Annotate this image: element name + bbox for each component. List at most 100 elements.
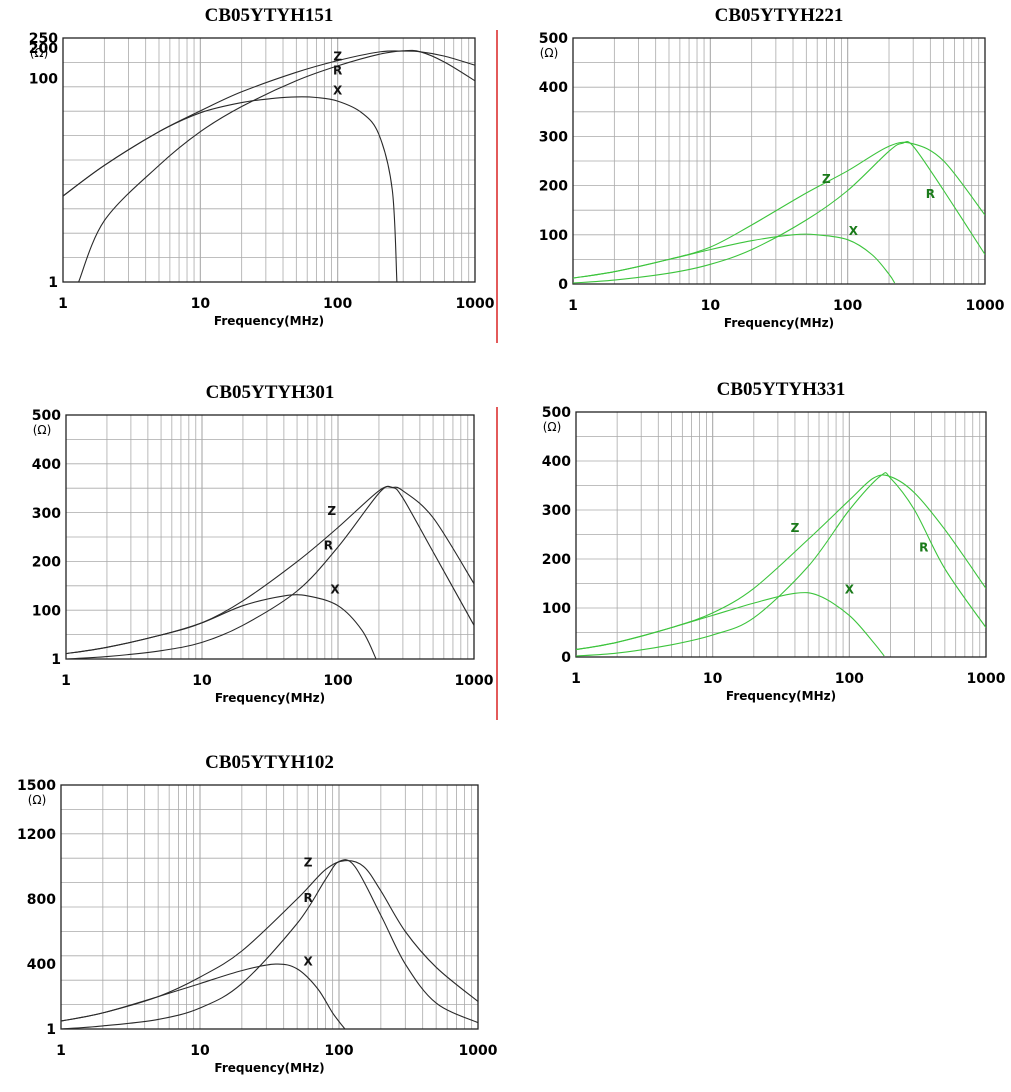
series-line-x xyxy=(63,96,398,282)
x-tick-label: 1000 xyxy=(967,671,1006,687)
x-tick-label: 10 xyxy=(191,296,211,312)
y-tick-label: 1500 xyxy=(17,778,56,794)
y-unit-label: (Ω) xyxy=(28,793,47,807)
series-line-r xyxy=(78,49,475,282)
chart-panel-4: CB05YTYH331 0 100 200 300 400 500 (Ω) 1 10 100 1000… xyxy=(542,379,1006,703)
y-tick-label: 200 xyxy=(542,552,571,568)
y-tick-label: 400 xyxy=(542,454,571,470)
x-tick-label: 1000 xyxy=(455,673,494,689)
y-tick-label: 400 xyxy=(27,957,56,973)
series-label-x: X xyxy=(333,83,343,97)
grid-lines xyxy=(61,785,478,1029)
series-label-r: R xyxy=(919,541,928,555)
grid-lines xyxy=(576,412,986,657)
x-axis-label: Frequency(MHz) xyxy=(215,691,325,705)
x-tick-label: 1 xyxy=(56,1043,66,1059)
impedance-chart-svg: CB05YTYH221 0 100 200 300 400 500(Ω) 1 10 100 1000… xyxy=(539,5,1005,330)
y-tick-label: 250 xyxy=(29,31,58,47)
series-line-x xyxy=(573,233,896,284)
x-tick-label: 1 xyxy=(568,298,578,314)
chart-panel-1: CB05YTYH151 1 100 200 250 (Ω) 1 10 100 1000 Freque… xyxy=(0,0,500,345)
x-tick-label: 100 xyxy=(835,671,864,687)
series-label-z: Z xyxy=(791,521,800,535)
y-tick-label: 1200 xyxy=(17,827,56,843)
y-tick-label: 400 xyxy=(32,457,61,473)
chart-title: CB05YTYH331 xyxy=(717,379,846,400)
impedance-chart-svg: CB05YTYH102 1 400 800 1200 1500(Ω) 1 10 100 1000 F… xyxy=(17,752,498,1075)
y-tick-label: 1 xyxy=(51,652,61,668)
y-tick-label: 800 xyxy=(27,892,56,908)
series-line-r xyxy=(576,472,986,657)
x-tick-label: 10 xyxy=(701,298,721,314)
y-tick-label: 100 xyxy=(542,601,571,617)
chart-panel-5: CB05YTYH102 1 400 800 1200 1500 (Ω) 1 10 100 1000 F… xyxy=(0,0,500,1092)
series-label-r: R xyxy=(324,538,333,552)
series-label-x: X xyxy=(330,582,340,596)
chart-title: CB05YTYH301 xyxy=(206,382,335,403)
plot-frame xyxy=(62,37,476,283)
impedance-chart-svg: CB05YTYH331 0 100 200 300 400 500(Ω) 1 10 100 1000… xyxy=(542,379,1006,703)
y-tick-label: 500 xyxy=(542,405,571,421)
plot-frame xyxy=(572,37,986,285)
y-tick-label: 1 xyxy=(48,275,58,291)
y-tick-label: 100 xyxy=(539,228,568,244)
y-unit-label: (Ω) xyxy=(540,46,559,60)
x-tick-label: 100 xyxy=(324,1043,353,1059)
y-tick-label: 300 xyxy=(542,503,571,519)
plot-frame xyxy=(575,411,987,658)
plot-frame xyxy=(65,414,475,660)
series-label-r: R xyxy=(333,63,342,77)
x-axis-label: Frequency(MHz) xyxy=(726,689,836,703)
x-tick-label: 1 xyxy=(571,671,581,687)
impedance-chart-svg: CB05YTYH301 1 100 200 300 400 500(Ω) 1 10 100 1000… xyxy=(32,382,494,705)
y-tick-label: 100 xyxy=(32,604,61,620)
y-unit-label: (Ω) xyxy=(30,46,49,60)
series-label-r: R xyxy=(304,891,313,905)
panel-separator xyxy=(496,30,498,343)
y-tick-label: 400 xyxy=(539,80,568,96)
y-tick-label: 500 xyxy=(32,408,61,424)
series-label-x: X xyxy=(845,582,855,596)
x-tick-label: 1000 xyxy=(456,296,495,312)
series-label-z: Z xyxy=(304,855,313,869)
series-label-x: X xyxy=(304,955,314,969)
series-line-x xyxy=(66,594,377,659)
x-tick-label: 1000 xyxy=(459,1043,498,1059)
chart-panel-2: CB05YTYH221 0 100 200 300 400 500 (Ω) 1 10 100 1000… xyxy=(0,0,1011,345)
chart-title: CB05YTYH221 xyxy=(715,5,844,26)
y-unit-label: (Ω) xyxy=(543,420,562,434)
x-axis-label: Frequency(MHz) xyxy=(214,1061,324,1075)
series-line-r xyxy=(66,485,474,659)
series-line-x xyxy=(61,963,346,1029)
y-tick-label: 200 xyxy=(539,179,568,195)
grid-lines xyxy=(66,415,474,659)
y-tick-label: 0 xyxy=(561,650,571,666)
y-tick-label: 1 xyxy=(46,1022,56,1038)
y-tick-label: 500 xyxy=(539,31,568,47)
plot-frame xyxy=(60,784,479,1030)
y-tick-label: 0 xyxy=(558,277,568,293)
x-tick-label: 100 xyxy=(833,298,862,314)
series-line-r xyxy=(573,140,985,284)
y-tick-label: 300 xyxy=(539,129,568,145)
y-tick-label: 300 xyxy=(32,506,61,522)
x-tick-label: 10 xyxy=(190,1043,210,1059)
series-line-x xyxy=(576,592,885,657)
y-tick-label: 200 xyxy=(29,41,58,57)
grid-lines xyxy=(63,38,475,282)
y-tick-label: 100 xyxy=(29,71,58,87)
series-line-r xyxy=(61,859,478,1029)
series-label-z: Z xyxy=(333,50,342,64)
x-tick-label: 100 xyxy=(323,296,352,312)
x-tick-label: 1 xyxy=(58,296,68,312)
x-tick-label: 1 xyxy=(61,673,71,689)
x-tick-label: 10 xyxy=(192,673,212,689)
x-tick-label: 10 xyxy=(703,671,723,687)
chart-title: CB05YTYH102 xyxy=(205,752,334,773)
panel-separator xyxy=(496,407,498,720)
series-label-z: Z xyxy=(327,504,336,518)
y-tick-label: 200 xyxy=(32,555,61,571)
x-tick-label: 1000 xyxy=(966,298,1005,314)
series-label-x: X xyxy=(849,224,859,238)
